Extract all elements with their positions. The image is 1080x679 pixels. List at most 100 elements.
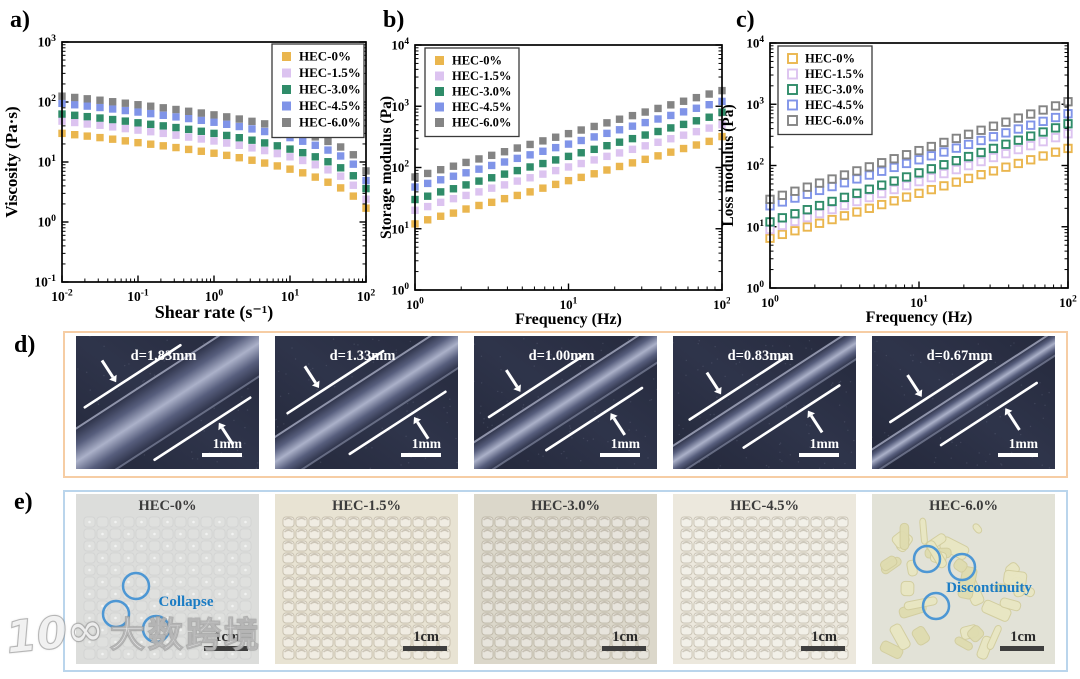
scale-bar [799, 452, 839, 457]
diameter-label: d=0.67mm [927, 348, 993, 364]
tick-label: 104 [746, 35, 764, 50]
sample-label: HEC-6.0% [929, 498, 998, 514]
diameter-label: d=0.83mm [728, 348, 794, 364]
legend: HEC-0%HEC-1.5% HEC-3.0%HEC-4.5% HEC-6.0% [271, 43, 365, 139]
series-HEC-4.5% [765, 109, 1073, 211]
legend-label: HEC-4.5% [805, 98, 864, 112]
filament-micrograph-row: d=1.83mm 1mm d=1.33mm 1mm d=1.00mm 1mm d=0.83m… [13, 287, 1080, 517]
filament-strand [418, 298, 713, 506]
scale-bar [998, 452, 1038, 457]
scale-bar [401, 452, 441, 457]
tick-label: 100 [746, 280, 764, 295]
tick-label: 101 [746, 219, 764, 234]
defect-circle [141, 614, 171, 643]
legend-swatch [787, 53, 798, 64]
lattice-svg: HEC-4.5% 1cm [673, 493, 856, 664]
scale-bar [204, 645, 248, 651]
legend-label: HEC-6.0% [299, 115, 361, 130]
micrograph-d=1.00mm: d=1.00mm 1mm [417, 297, 714, 507]
legend-label: HEC-3.0% [452, 85, 511, 99]
tick-label: 100 [761, 295, 779, 310]
loss-modulus-chart: 100 101 102 100 101 102 103 104 Frequency (Hz) Lo… [720, 0, 1080, 330]
defect-annotations: Collapse [101, 571, 214, 643]
measure-line-top [83, 343, 182, 409]
legend-label: HEC-4.5% [452, 100, 511, 114]
legend-swatch [435, 102, 444, 112]
tick-label: 102 [746, 158, 764, 173]
tick-label: 10-2 [51, 287, 73, 304]
legend-swatch [435, 87, 444, 96]
micrograph-svg: d=0.67mm 1mm [818, 302, 1080, 502]
legend-swatch [282, 52, 291, 61]
arrow-icon [311, 380, 320, 388]
arrow-icon [109, 374, 117, 382]
lattice-svg: HEC-1.5% 1cm [275, 493, 458, 664]
micrograph-d=1.83mm: d=1.83mm 1mm [13, 287, 322, 517]
measure-line-top [889, 358, 988, 423]
tick-label: 101 [910, 295, 928, 310]
arrow-icon [413, 416, 422, 424]
defect-circle [912, 544, 942, 573]
micrograph-d=0.83mm: d=0.83mm 1mm [618, 299, 911, 505]
lattice-photo-HEC-0%: Collapse HEC-0% 1cm [76, 493, 259, 669]
legend: HEC-0%HEC-1.5% HEC-3.0%HEC-4.5% HEC-6.0% [777, 45, 873, 136]
defect-label: Discontinuity [946, 580, 1032, 596]
lattice-photo-HEC-6.0%: Discontinuity HEC-6.0% 1cm [872, 493, 1055, 669]
filament-strand [819, 303, 1080, 501]
y-axis-label: Loss modulus (Pa) [720, 104, 737, 226]
plot-frame [769, 42, 1069, 289]
series-HEC-3.0% [58, 110, 370, 193]
scale-label: 1mm [611, 436, 641, 451]
legend-swatch [787, 115, 798, 126]
defect-circle [121, 571, 151, 600]
filament-strand [13, 288, 322, 516]
diameter-label: d=1.00mm [529, 348, 595, 364]
tick-label: 103 [746, 96, 764, 111]
legend-label: HEC-3.0% [805, 83, 864, 97]
measure-line-bottom [939, 381, 1038, 446]
tick-label: 100 [38, 213, 57, 230]
y-axis-label: Storage modulus (Pa) [380, 96, 395, 239]
measure-line-bottom [742, 383, 841, 449]
scale-bar [602, 645, 646, 651]
legend-swatch [435, 118, 444, 127]
micrograph-d=0.67mm: d=0.67mm 1mm [818, 302, 1080, 502]
arrow-icon [714, 386, 722, 394]
arrow-icon [610, 412, 618, 421]
panel-label-c: c) [736, 7, 755, 33]
sample-label: HEC-0% [139, 498, 197, 514]
legend-label: HEC-4.5% [299, 98, 361, 113]
lattice-grid [282, 516, 451, 659]
defect-annotations: Discontinuity [912, 544, 1032, 620]
arrow-icon [914, 388, 923, 397]
lattice-grid [680, 516, 849, 659]
legend-label: HEC-0% [452, 54, 502, 68]
sample-label: HEC-1.5% [332, 498, 401, 514]
arrow-icon [807, 410, 815, 418]
tick-label: 102 [38, 93, 57, 110]
lattice-photo-HEC-4.5%: HEC-4.5% 1cm [673, 493, 856, 669]
tick-label: 102 [1059, 295, 1077, 310]
scale-bar [1000, 645, 1044, 651]
lattice-svg: HEC-3.0% 1cm [474, 493, 657, 664]
measure-line-bottom [153, 395, 252, 461]
legend-label: HEC-0% [805, 52, 855, 66]
measure-line-bottom [348, 390, 447, 455]
sample-label: HEC-4.5% [730, 498, 799, 514]
series-HEC-1.5% [411, 120, 726, 215]
legend-swatch [435, 71, 444, 81]
scale-label: 1cm [413, 629, 439, 645]
legend-swatch [282, 68, 291, 78]
panel-label-b: b) [383, 7, 405, 33]
series-HEC-0% [411, 132, 726, 228]
scale-bar [600, 452, 640, 457]
y-axis-label: Viscosity (Pa·s) [2, 106, 21, 217]
tick-label: 101 [281, 287, 300, 304]
legend-swatch [787, 99, 798, 111]
diameter-label: d=1.33mm [330, 348, 396, 364]
tick-label: 100 [391, 282, 409, 297]
micrograph-svg: d=1.00mm 1mm [417, 297, 714, 507]
